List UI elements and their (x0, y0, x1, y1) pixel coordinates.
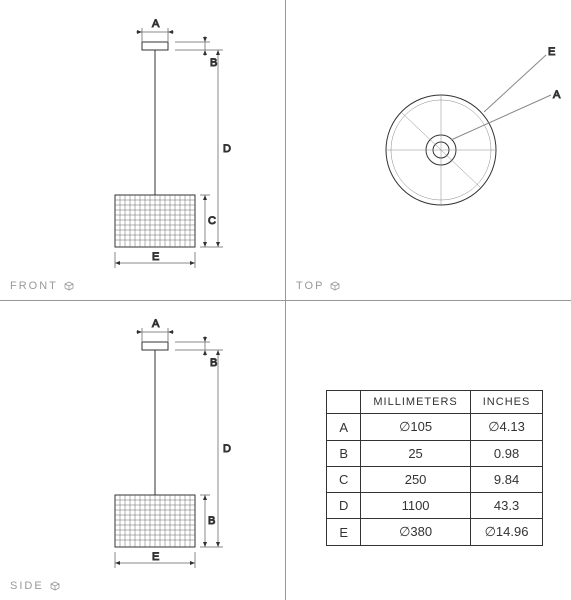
svg-text:B: B (208, 515, 215, 527)
table-row: E∅380∅14.96 (327, 519, 543, 546)
svg-text:B: B (210, 357, 217, 369)
table-row: B250.98 (327, 441, 543, 467)
top-view-panel: E A TOP (286, 0, 571, 300)
cube-icon (64, 281, 74, 291)
svg-text:B: B (210, 57, 217, 69)
svg-text:A: A (152, 318, 160, 330)
dimension-panel: MILLIMETERS INCHES A∅105∅4.13 B250.98 C2… (286, 300, 571, 600)
cube-icon (50, 581, 60, 591)
header-mm: MILLIMETERS (361, 391, 470, 414)
header-in: INCHES (470, 391, 543, 414)
side-diagram: A B D B E (0, 300, 285, 600)
table-row: A∅105∅4.13 (327, 414, 543, 441)
svg-text:A: A (553, 89, 561, 101)
svg-text:D: D (223, 443, 231, 455)
svg-text:A: A (152, 18, 160, 30)
top-diagram: E A (286, 0, 571, 300)
top-label: TOP (296, 280, 340, 292)
front-view-panel: A B D C E (0, 0, 285, 300)
header-blank (327, 391, 361, 414)
table-header-row: MILLIMETERS INCHES (327, 391, 543, 414)
table-row: C2509.84 (327, 467, 543, 493)
svg-text:E: E (152, 251, 159, 263)
svg-text:C: C (208, 215, 216, 227)
svg-text:D: D (223, 143, 231, 155)
svg-text:E: E (548, 46, 555, 58)
cube-icon (330, 281, 340, 291)
front-diagram: A B D C E (0, 0, 285, 300)
side-view-panel: A B D B E SIDE (0, 300, 285, 600)
side-label: SIDE (10, 580, 60, 592)
svg-text:E: E (152, 551, 159, 563)
table-row: D110043.3 (327, 493, 543, 519)
front-label: FRONT (10, 280, 74, 292)
dimension-table: MILLIMETERS INCHES A∅105∅4.13 B250.98 C2… (326, 390, 543, 546)
divider-vertical (285, 0, 286, 600)
